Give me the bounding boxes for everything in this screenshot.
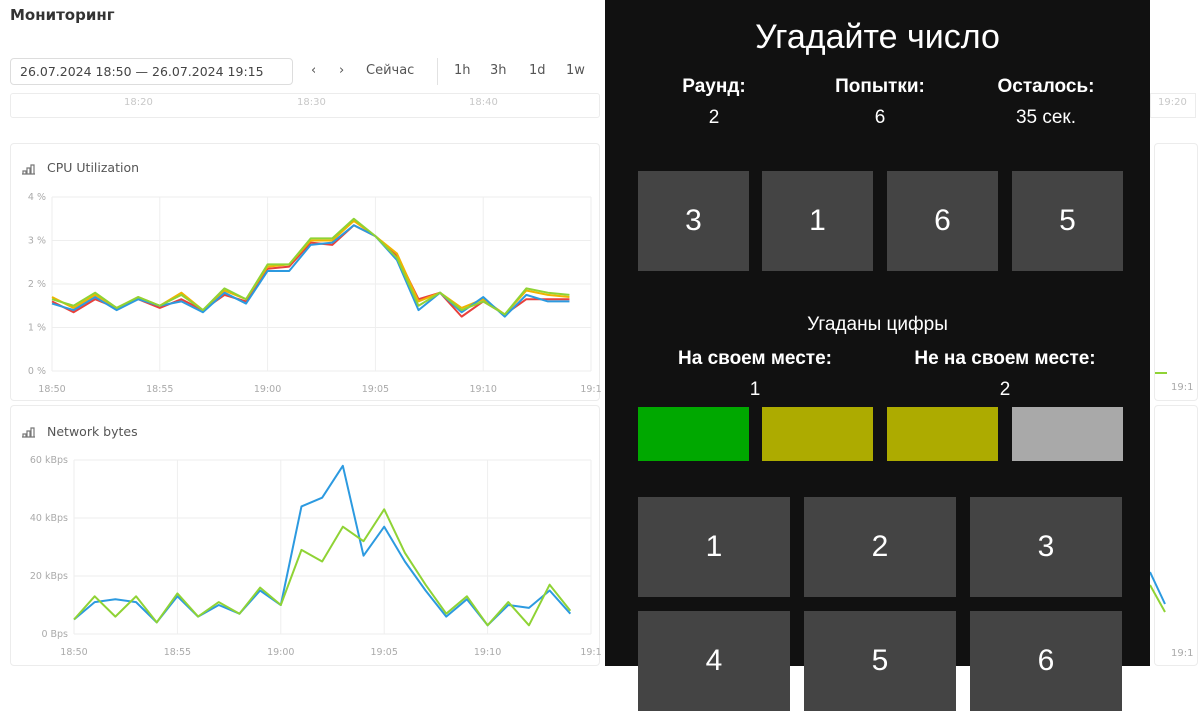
- x-tick: 19:10: [474, 647, 501, 658]
- x-tick: 19:1: [580, 384, 601, 395]
- digit-slot: 3: [638, 171, 749, 271]
- preset-1w[interactable]: 1w: [566, 63, 585, 78]
- cpu-card: CPU Utilization: [10, 143, 600, 401]
- now-button[interactable]: Сейчас: [366, 63, 415, 78]
- x-tick: 18:55: [146, 384, 173, 395]
- chart-icon: [22, 164, 35, 175]
- y-tick: 20 kBps: [30, 571, 68, 582]
- date-range-input[interactable]: 26.07.2024 18:50 — 26.07.2024 19:15: [10, 58, 293, 85]
- out-place-label: Не на своем месте:: [914, 348, 1096, 369]
- key-4[interactable]: 4: [638, 611, 790, 711]
- preset-3h[interactable]: 3h: [490, 63, 507, 78]
- round-value: 2: [708, 107, 720, 128]
- chart-icon: [22, 427, 35, 438]
- digit-slot: 1: [762, 171, 873, 271]
- game-title: Угадайте число: [755, 18, 1000, 56]
- cpu-chart-title: CPU Utilization: [47, 160, 140, 175]
- series-line-fragment: [1150, 571, 1166, 613]
- side-card: 19:1: [1154, 143, 1198, 401]
- cpu-chart: 0 % 1 % 2 % 3 % 4 % 18:50 18:55 19:00 19:05 19:10…: [28, 192, 602, 395]
- key-2[interactable]: 2: [804, 497, 956, 597]
- digit-slot: 5: [1012, 171, 1123, 271]
- attempts-value: 6: [874, 107, 886, 128]
- x-tick: 18:55: [164, 647, 191, 658]
- x-tick: 19:05: [362, 384, 389, 395]
- y-tick: 0 Bps: [41, 629, 68, 640]
- digit-slot: 6: [887, 171, 998, 271]
- x-tick: 19:00: [254, 384, 281, 395]
- network-chart-title: Network bytes: [47, 424, 138, 439]
- preset-1h[interactable]: 1h: [454, 63, 471, 78]
- round-label: Раунд:: [682, 76, 746, 97]
- next-button[interactable]: ›: [339, 63, 345, 78]
- side-card: 19:1: [1154, 405, 1198, 666]
- in-place-count: 1: [749, 379, 761, 400]
- guessed-label: Угаданы цифры: [807, 314, 948, 335]
- timeline-label: 18:30: [297, 97, 326, 108]
- y-tick: 4 %: [28, 192, 46, 203]
- series-line-fragment: [1155, 372, 1167, 374]
- x-tick: 19:1: [580, 647, 601, 658]
- series-line: [73, 508, 572, 627]
- timeline-slider-right[interactable]: [1150, 93, 1196, 118]
- indicator-out-place: [762, 407, 873, 461]
- key-1[interactable]: 1: [638, 497, 790, 597]
- attempts-label: Попытки:: [835, 76, 925, 97]
- indicator-miss: [1012, 407, 1123, 461]
- key-6[interactable]: 6: [970, 611, 1122, 711]
- network-card: Network bytes: [10, 405, 600, 666]
- y-tick: 3 %: [28, 236, 46, 247]
- x-tick: 19:1: [1171, 382, 1194, 393]
- x-tick: 19:00: [267, 647, 294, 658]
- page-title: Мониторинг: [10, 6, 115, 24]
- timeline-label: 18:20: [124, 97, 153, 108]
- timeline-slider[interactable]: [10, 93, 600, 118]
- y-tick: 60 kBps: [30, 455, 68, 466]
- indicator-out-place: [887, 407, 998, 461]
- prev-button[interactable]: ‹: [311, 63, 317, 78]
- network-chart: 0 Bps 20 kBps 40 kBps 60 kBps 18:50 18:55 19:0…: [30, 455, 602, 658]
- remaining-value: 35 сек.: [1015, 107, 1077, 128]
- series-line: [73, 464, 572, 627]
- y-tick: 40 kBps: [30, 513, 68, 524]
- key-3[interactable]: 3: [970, 497, 1122, 597]
- y-tick: 2 %: [28, 279, 46, 290]
- timeline-label: 18:40: [469, 97, 498, 108]
- x-tick: 18:50: [60, 647, 87, 658]
- x-tick: 18:50: [38, 384, 65, 395]
- in-place-label: На своем месте:: [678, 348, 832, 369]
- x-tick: 19:05: [371, 647, 398, 658]
- x-tick: 19:1: [1171, 648, 1194, 659]
- key-5[interactable]: 5: [804, 611, 956, 711]
- series-line: [51, 217, 570, 316]
- preset-1d[interactable]: 1d: [529, 63, 546, 78]
- x-tick: 19:10: [470, 384, 497, 395]
- timeline-label: 19:20: [1158, 97, 1187, 108]
- series-line: [51, 224, 570, 318]
- out-place-count: 2: [999, 379, 1011, 400]
- divider: [437, 58, 438, 85]
- remaining-label: Осталось:: [997, 76, 1095, 97]
- y-tick: 0 %: [28, 366, 46, 377]
- indicator-in-place: [638, 407, 749, 461]
- guess-number-game: Угадайте число Раунд: Попытки: Осталось:…: [605, 0, 1150, 711]
- y-tick: 1 %: [28, 323, 46, 334]
